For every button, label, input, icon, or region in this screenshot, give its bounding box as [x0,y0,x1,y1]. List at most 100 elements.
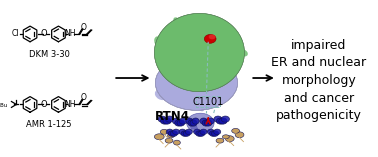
Text: AMR 1-125: AMR 1-125 [26,120,72,129]
Ellipse shape [183,71,189,79]
Ellipse shape [192,118,199,124]
Ellipse shape [226,52,232,60]
Text: morphology: morphology [282,74,356,87]
Ellipse shape [193,76,201,84]
Polygon shape [167,134,175,138]
Ellipse shape [210,39,224,50]
Ellipse shape [212,131,218,136]
Text: NH: NH [64,100,76,109]
Text: DKM 3-30: DKM 3-30 [29,50,70,59]
Ellipse shape [161,118,169,124]
Ellipse shape [220,30,228,40]
Ellipse shape [204,120,212,126]
Ellipse shape [165,31,176,42]
Polygon shape [235,132,244,138]
Ellipse shape [166,76,176,84]
Ellipse shape [192,36,198,42]
Ellipse shape [175,120,182,126]
Ellipse shape [211,60,219,66]
Ellipse shape [173,17,180,25]
Ellipse shape [219,118,227,124]
Polygon shape [216,138,224,143]
Ellipse shape [180,41,189,50]
Text: C1101: C1101 [193,97,224,108]
Ellipse shape [214,129,221,135]
Ellipse shape [211,61,220,72]
Text: pathogenicity: pathogenicity [276,109,362,122]
Ellipse shape [204,34,216,43]
Text: ER and nuclear: ER and nuclear [271,57,366,70]
Ellipse shape [200,129,207,135]
Ellipse shape [158,61,173,72]
Polygon shape [225,136,234,142]
Ellipse shape [155,55,238,110]
Ellipse shape [172,129,180,135]
Ellipse shape [239,49,248,57]
Polygon shape [232,128,240,133]
Polygon shape [222,135,229,139]
Ellipse shape [168,131,175,136]
Text: O: O [81,23,86,32]
Ellipse shape [215,97,220,104]
Ellipse shape [209,131,217,136]
Ellipse shape [181,131,188,136]
Ellipse shape [177,99,184,104]
Ellipse shape [161,66,171,79]
Ellipse shape [205,17,211,23]
Text: and cancer: and cancer [284,92,354,105]
Ellipse shape [212,56,223,68]
Ellipse shape [190,120,197,126]
Ellipse shape [202,120,210,126]
Ellipse shape [196,131,203,136]
Ellipse shape [216,118,225,124]
Ellipse shape [163,118,171,124]
Text: tBu: tBu [0,103,9,108]
Ellipse shape [232,35,242,48]
Text: O: O [81,93,86,102]
Ellipse shape [188,120,195,126]
Text: Cl: Cl [12,30,19,38]
Ellipse shape [166,58,175,71]
Ellipse shape [167,83,177,92]
Ellipse shape [179,129,186,135]
Ellipse shape [213,66,221,71]
Ellipse shape [209,30,220,38]
Ellipse shape [169,39,181,49]
Ellipse shape [208,75,220,84]
Ellipse shape [172,78,178,85]
Ellipse shape [175,43,186,51]
Ellipse shape [213,57,219,65]
Text: O: O [41,100,48,109]
Polygon shape [174,140,180,145]
Polygon shape [154,134,164,140]
Ellipse shape [186,118,193,124]
Ellipse shape [165,78,172,84]
Ellipse shape [155,90,167,100]
Text: NH: NH [64,29,76,38]
Ellipse shape [189,105,194,111]
Ellipse shape [189,35,201,45]
Ellipse shape [180,66,191,74]
Ellipse shape [187,94,197,105]
Ellipse shape [154,13,245,92]
Ellipse shape [207,118,214,124]
Ellipse shape [158,116,166,122]
Ellipse shape [230,55,239,62]
Ellipse shape [228,40,236,52]
Text: impaired: impaired [291,39,347,52]
Ellipse shape [163,50,175,61]
Ellipse shape [199,103,205,111]
Ellipse shape [211,20,221,33]
Polygon shape [165,138,173,143]
Bar [197,96,220,107]
Ellipse shape [204,31,214,40]
Ellipse shape [160,84,169,93]
Ellipse shape [209,34,215,39]
Ellipse shape [227,75,237,87]
Ellipse shape [186,76,198,87]
Ellipse shape [179,118,187,124]
Ellipse shape [177,120,184,126]
Ellipse shape [176,76,184,88]
Ellipse shape [154,36,163,47]
Ellipse shape [182,78,195,88]
